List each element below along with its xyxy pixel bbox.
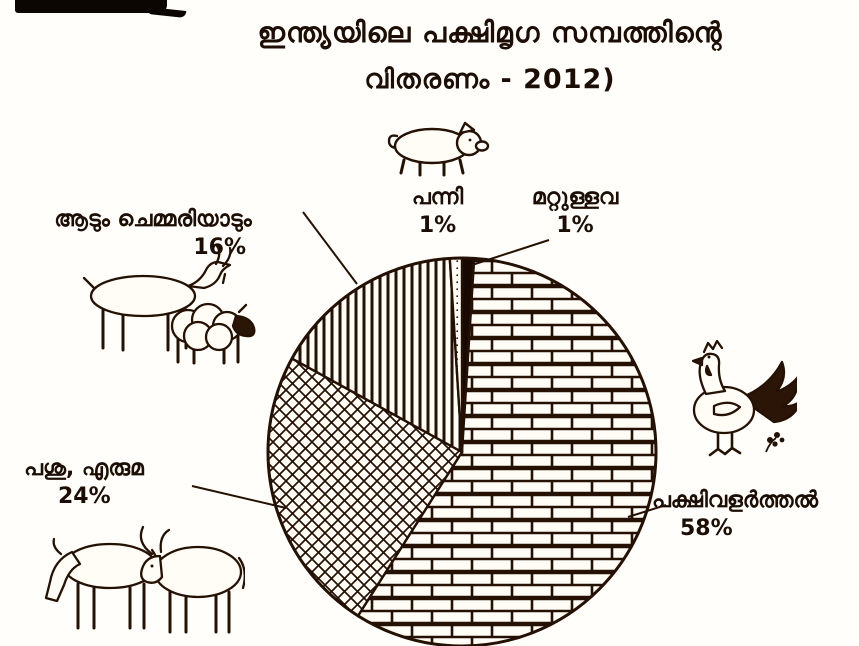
pie-outline <box>266 256 658 646</box>
scan-artifact <box>15 0 167 13</box>
leader-line-cow-buffalo <box>191 485 287 509</box>
label-poultry-name: പക്ഷിവളർത്തൽ <box>652 488 818 513</box>
label-others-name: മറ്റുള്ളവ <box>531 185 619 210</box>
chart-title-line2: വിതരണം - 2012) <box>364 64 616 95</box>
label-cow-buffalo-name: പശു, എരുമ <box>24 456 144 481</box>
label-pig-pct: 1% <box>418 213 457 238</box>
cattle-illustration <box>44 525 245 634</box>
chart-title-line1: ഇന്ത്യയിലെ പക്ഷിമൃഗ സമ്പത്തിന്റെ <box>257 16 723 49</box>
pig-tail-icon <box>387 134 400 150</box>
pig-illustration <box>387 121 490 177</box>
rooster-illustration <box>691 340 797 457</box>
label-pig-name: പന്നി <box>411 185 464 210</box>
goat-sheep-illustration <box>82 244 256 365</box>
label-poultry: പക്ഷിവളർത്തൽ 58% <box>652 487 857 543</box>
label-cow-buffalo-pct: 24% <box>58 484 111 509</box>
leader-line-poultry <box>627 504 667 518</box>
label-poultry-pct: 58% <box>680 516 733 541</box>
leader-line-goat-sheep <box>302 211 358 285</box>
label-goat-sheep-name: ആടും ചെമ്മരിയാടും <box>54 207 252 232</box>
pie-slices <box>266 256 658 646</box>
leader-lines <box>191 211 667 518</box>
label-pig: പന്നി 1% <box>385 184 490 240</box>
grain-icon <box>765 432 785 453</box>
label-cow-buffalo: പശു, എരുമ 24% <box>0 455 168 511</box>
chart-title: ഇന്ത്യയിലെ പക്ഷിമൃഗ സമ്പത്തിന്റെ വിതരണം … <box>130 16 850 96</box>
leader-line-others <box>471 239 550 266</box>
label-others-pct: 1% <box>556 213 594 238</box>
rooster-beak-icon <box>691 356 704 367</box>
label-others: മറ്റുള്ളവ 1% <box>510 184 640 240</box>
rooster-comb-icon <box>702 340 724 354</box>
